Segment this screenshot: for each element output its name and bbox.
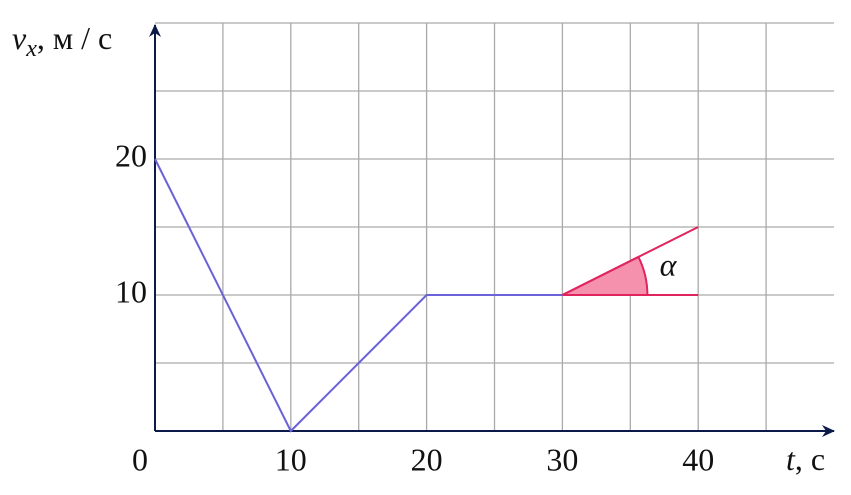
x-tick-label: 40 [682,441,714,477]
x-label-unit: , с [795,441,825,477]
y-axis-label: vx, м / с [12,20,112,61]
y-tick-label: 20 [115,137,147,173]
x-tick-label: 30 [546,441,578,477]
data-line [154,158,563,433]
x-tick-label: 10 [275,441,307,477]
angle-label: α [660,246,678,282]
y-label-subscript: x [25,36,37,62]
y-tick-label: 10 [115,273,147,309]
x-label-symbol: t [786,441,796,477]
x-tick-label: 20 [411,441,443,477]
x-axis-label: t, с [786,441,825,477]
data-line [561,226,699,296]
x-tick-label: 0 [132,441,148,477]
y-label-unit: , м / с [37,20,112,56]
y-label-symbol: v [12,20,27,56]
